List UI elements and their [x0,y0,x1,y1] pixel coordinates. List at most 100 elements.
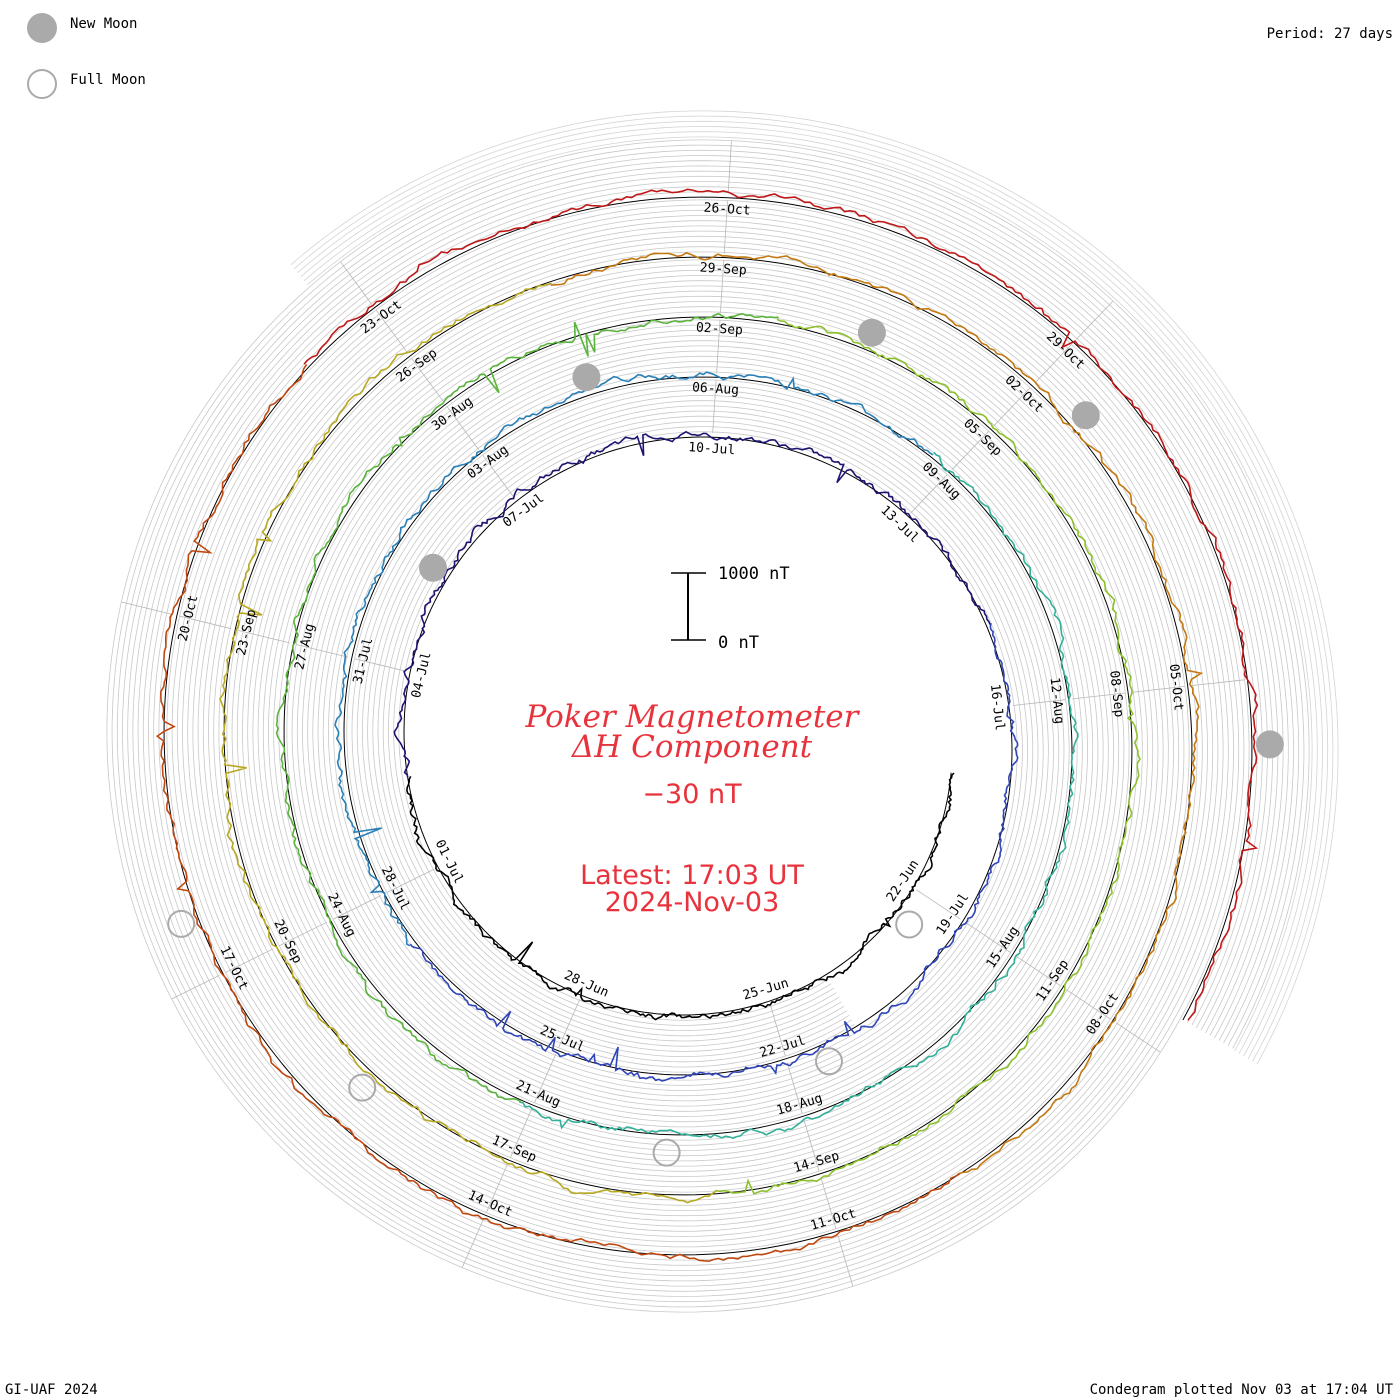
radial-day-tick [375,309,408,354]
radial-day-tick [1065,989,1111,1020]
scale-bottom-label: 0 nT [718,633,759,653]
radial-day-tick [1076,300,1114,340]
new-moon-marker [1255,730,1284,759]
new-moon-legend-label: New Moon [70,16,137,32]
new-moon-legend-icon [27,13,57,43]
new-moon-marker [1071,401,1100,430]
magnetometer-trace-segment [715,318,1141,1195]
footer-plotted: Condegram plotted Nov 03 at 17:04 UT [1090,1382,1394,1398]
radial-day-tick [486,1163,508,1213]
moon-layer [167,318,1284,1167]
radial-day-tick [716,320,721,374]
radial-day-tick [837,1235,854,1287]
radial-day-tick [534,1053,557,1103]
radial-day-tick [179,615,232,630]
radial-day-tick [966,922,1011,953]
radial-day-tick [786,1062,803,1114]
latest-time: Latest: 17:03 UT [580,860,804,891]
magnetometer-trace-segment [303,188,1259,1021]
new-moon-marker [572,363,601,392]
radial-day-tick [296,644,348,658]
radial-day-tick [510,1108,533,1158]
baseline-spiral [163,196,1253,1256]
date-tick-label: 17-Oct [217,944,251,993]
full-moon-marker [167,909,196,938]
spiral-gridline-outer [293,115,1334,1062]
radial-day-tick [482,454,515,499]
magnetometer-trace-segment [219,282,718,1204]
radial-day-tick [558,998,581,1048]
spiral-gridline [127,160,1289,1292]
spiral-gridline [137,170,1279,1282]
radial-day-tick [712,380,717,434]
magnetometer-trace-segment [155,364,960,1263]
date-tick-label: 26-Sep [394,346,441,386]
date-tick-label: 12-Aug [1046,677,1066,725]
new-moon-marker [419,553,447,582]
new-moon-marker [857,318,886,347]
date-tick-label: 16-Jul [987,683,1007,731]
magnetometer-trace-segment [550,252,1204,1175]
date-tick-label: 07-Jul [500,491,547,531]
radial-day-tick [354,658,407,672]
radial-day-tick [121,601,174,615]
date-tick-label: 06-Aug [692,380,740,398]
full-moon-marker [895,910,924,939]
chart-title: Poker Magnetometer [525,699,861,735]
spiral-gridline-outer [303,131,1318,1054]
radial-day-tick [446,406,480,450]
date-tick-label: 13-Jul [877,503,921,546]
radial-day-tick [386,868,435,893]
date-tick-label: 08-Sep [1106,670,1126,718]
spiral-gridline [106,139,1310,1313]
date-tick-label: 02-Sep [695,320,743,338]
date-tick-label: 24-Aug [324,891,358,940]
magnetometer-trace-segment [406,772,955,1021]
full-moon-marker [652,1138,681,1167]
series-layer [155,188,1259,1263]
date-tick-label: 20-Sep [270,917,304,966]
magnetometer-trace-segment [519,451,1079,1140]
magnetometer-trace-segment [409,622,1019,1082]
date-tick-label: 30-Aug [429,394,476,434]
radial-day-tick [1016,955,1061,987]
date-tick-label: 20-Oct [176,594,202,643]
full-moon-legend-icon [27,69,57,99]
spiral-gridline [158,191,1258,1261]
date-tick-label: 19-Jul [934,891,973,938]
full-moon-marker [348,1073,377,1102]
radial-day-tick [411,358,444,402]
radial-day-tick [723,200,728,254]
spiral-gridline-outer [300,126,1323,1057]
radial-day-tick [910,474,948,514]
radial-day-tick [803,1120,820,1172]
radial-day-tick [171,975,220,1000]
magnetometer-trace-segment [275,312,779,1103]
radial-day-tick [770,1004,786,1057]
date-tick-label: 29-Sep [699,261,747,279]
radial-day-tick [1072,692,1126,700]
period-label: Period: 27 days [1267,26,1393,42]
radial-day-tick [820,1177,837,1229]
date-tick-label: 10-Jul [688,440,736,458]
date-tick-label: 26-Oct [703,201,751,219]
date-tick-label: 23-Oct [358,297,405,337]
date-tick-label: 28-Jul [378,864,412,913]
full-moon-legend-label: Full Moon [70,72,146,88]
radial-day-tick [993,387,1031,427]
radial-day-tick [951,431,989,470]
radial-day-tick [1012,699,1066,706]
spiral-gridline [122,155,1294,1297]
date-tick-label: 05-Oct [1166,663,1186,711]
radial-day-tick [340,261,373,305]
radial-day-tick [1115,1022,1161,1053]
magnetometer-trace-segment [393,430,991,778]
radial-day-tick [1191,679,1245,686]
radial-day-tick [279,921,328,947]
spiral-gridline-outer [290,110,1339,1065]
spiral-gridline [142,175,1274,1277]
footer-credit: GI-UAF 2024 [5,1382,98,1398]
spiral-gridline [132,165,1284,1287]
date-tick-label: 03-Aug [465,442,512,482]
